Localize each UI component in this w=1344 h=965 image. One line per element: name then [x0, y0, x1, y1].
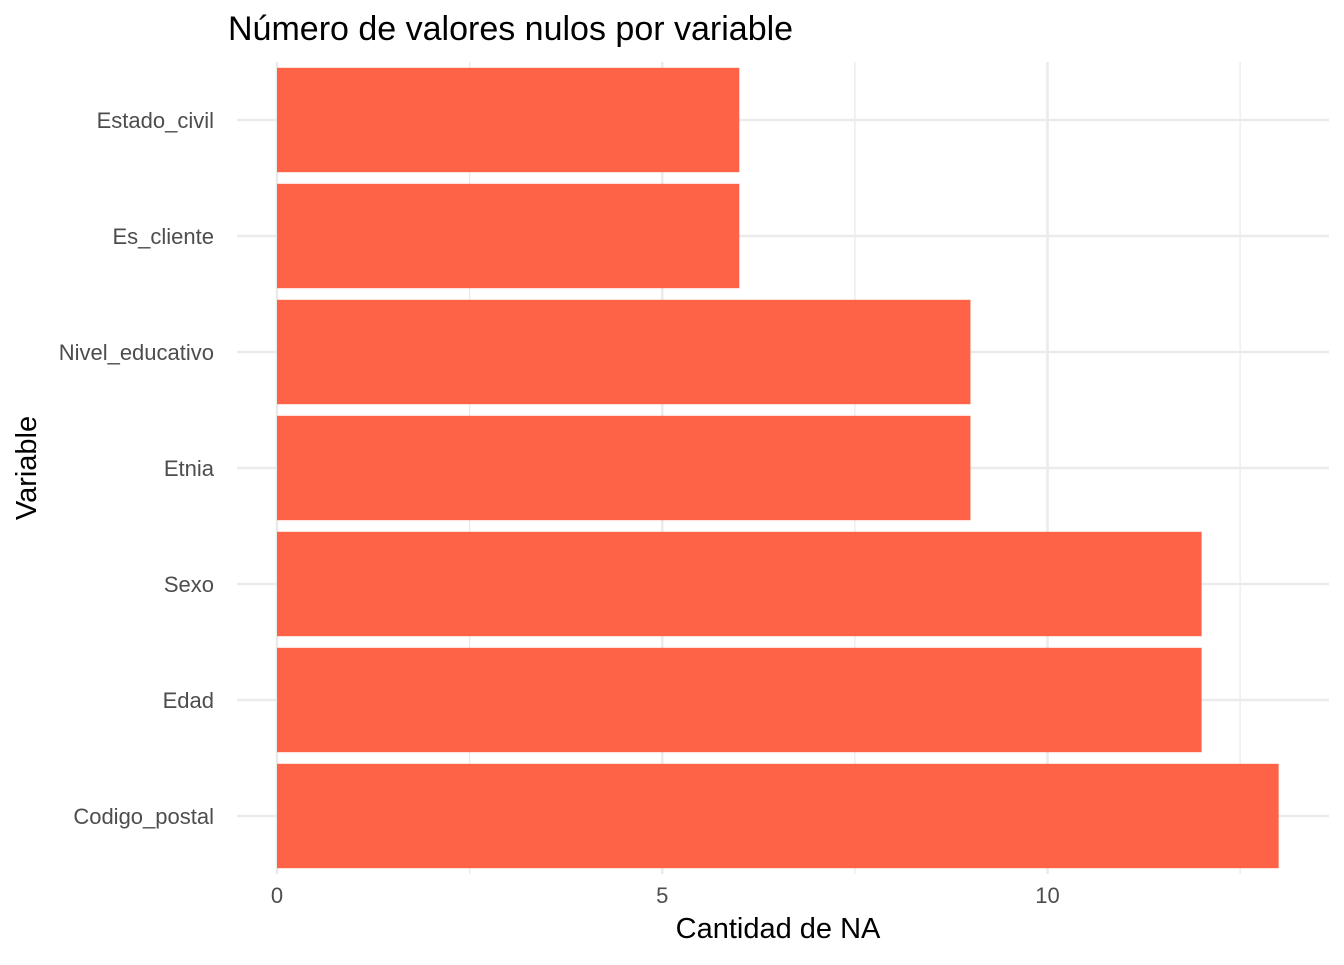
- y-tick-label-4: Sexo: [164, 572, 214, 597]
- bar-edad: [277, 647, 1202, 753]
- bar-sexo: [277, 531, 1202, 637]
- y-tick-label-3: Etnia: [164, 456, 215, 481]
- y-axis-ticks: Estado_civil Es_cliente Nivel_educativo Etn…: [59, 108, 215, 829]
- x-tick-label-1: 5: [656, 883, 668, 908]
- y-tick-label-0: Estado_civil: [97, 108, 214, 133]
- bar-es-cliente: [277, 183, 740, 289]
- bar-nivel-educativo: [277, 299, 971, 405]
- y-tick-label-6: Codigo_postal: [73, 804, 214, 829]
- bar-estado-civil: [277, 67, 740, 173]
- y-axis-title: Variable: [11, 416, 43, 520]
- x-tick-label-2: 10: [1035, 883, 1059, 908]
- x-tick-label-0: 0: [271, 883, 283, 908]
- bar-etnia: [277, 415, 971, 521]
- y-tick-label-1: Es_cliente: [112, 224, 214, 249]
- chart-title: Número de valores nulos por variable: [228, 10, 793, 48]
- bars-layer: [277, 67, 1279, 869]
- bar-codigo-postal: [277, 763, 1279, 869]
- x-axis-title: Cantidad de NA: [676, 913, 881, 945]
- y-tick-label-2: Nivel_educativo: [59, 340, 214, 365]
- x-axis-ticks: 0 5 10: [271, 883, 1060, 908]
- y-tick-label-5: Edad: [163, 688, 214, 713]
